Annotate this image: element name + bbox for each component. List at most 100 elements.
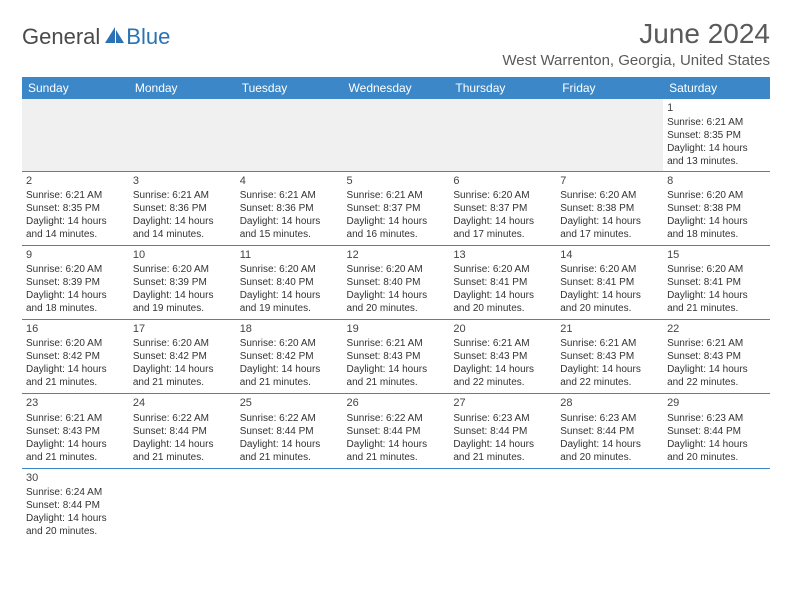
sunrise-line: Sunrise: 6:20 AM: [347, 263, 446, 276]
empty-cell: [129, 468, 236, 542]
day-number: 13: [453, 248, 552, 262]
sunset-line: Sunset: 8:44 PM: [133, 425, 232, 438]
day-number: 25: [240, 396, 339, 410]
day-cell: 27Sunrise: 6:23 AMSunset: 8:44 PMDayligh…: [449, 394, 556, 468]
sunset-line: Sunset: 8:44 PM: [560, 425, 659, 438]
day-number: 29: [667, 396, 766, 410]
daylight-line: Daylight: 14 hours and 13 minutes.: [667, 142, 766, 168]
day-cell: 15Sunrise: 6:20 AMSunset: 8:41 PMDayligh…: [663, 245, 770, 319]
daylight-line: Daylight: 14 hours and 21 minutes.: [26, 363, 125, 389]
day-number: 26: [347, 396, 446, 410]
calendar-row: 1Sunrise: 6:21 AMSunset: 8:35 PMDaylight…: [22, 99, 770, 171]
empty-cell: [449, 468, 556, 542]
day-cell: 22Sunrise: 6:21 AMSunset: 8:43 PMDayligh…: [663, 320, 770, 394]
sunrise-line: Sunrise: 6:21 AM: [560, 337, 659, 350]
day-cell: 1Sunrise: 6:21 AMSunset: 8:35 PMDaylight…: [663, 99, 770, 171]
daylight-line: Daylight: 14 hours and 21 minutes.: [667, 289, 766, 315]
day-number: 20: [453, 322, 552, 336]
logo-text-general: General: [22, 24, 100, 50]
empty-cell: [663, 468, 770, 542]
day-number: 7: [560, 174, 659, 188]
day-cell: 2Sunrise: 6:21 AMSunset: 8:35 PMDaylight…: [22, 171, 129, 245]
sunrise-line: Sunrise: 6:23 AM: [453, 412, 552, 425]
weekday-header: Monday: [129, 77, 236, 99]
daylight-line: Daylight: 14 hours and 15 minutes.: [240, 215, 339, 241]
day-number: 15: [667, 248, 766, 262]
sunrise-line: Sunrise: 6:20 AM: [453, 189, 552, 202]
day-cell: 25Sunrise: 6:22 AMSunset: 8:44 PMDayligh…: [236, 394, 343, 468]
sunrise-line: Sunrise: 6:20 AM: [26, 263, 125, 276]
calendar-row: 23Sunrise: 6:21 AMSunset: 8:43 PMDayligh…: [22, 394, 770, 468]
empty-cell: [556, 99, 663, 171]
sunrise-line: Sunrise: 6:21 AM: [667, 337, 766, 350]
daylight-line: Daylight: 14 hours and 21 minutes.: [26, 438, 125, 464]
day-cell: 12Sunrise: 6:20 AMSunset: 8:40 PMDayligh…: [343, 245, 450, 319]
sunset-line: Sunset: 8:40 PM: [240, 276, 339, 289]
sunset-line: Sunset: 8:40 PM: [347, 276, 446, 289]
daylight-line: Daylight: 14 hours and 22 minutes.: [560, 363, 659, 389]
sunrise-line: Sunrise: 6:20 AM: [667, 263, 766, 276]
day-cell: 16Sunrise: 6:20 AMSunset: 8:42 PMDayligh…: [22, 320, 129, 394]
sunset-line: Sunset: 8:43 PM: [26, 425, 125, 438]
sunset-line: Sunset: 8:43 PM: [560, 350, 659, 363]
sunset-line: Sunset: 8:44 PM: [347, 425, 446, 438]
day-cell: 4Sunrise: 6:21 AMSunset: 8:36 PMDaylight…: [236, 171, 343, 245]
day-number: 8: [667, 174, 766, 188]
day-number: 12: [347, 248, 446, 262]
daylight-line: Daylight: 14 hours and 14 minutes.: [26, 215, 125, 241]
sunrise-line: Sunrise: 6:21 AM: [240, 189, 339, 202]
day-number: 11: [240, 248, 339, 262]
day-number: 24: [133, 396, 232, 410]
day-cell: 14Sunrise: 6:20 AMSunset: 8:41 PMDayligh…: [556, 245, 663, 319]
sunrise-line: Sunrise: 6:22 AM: [347, 412, 446, 425]
calendar-body: 1Sunrise: 6:21 AMSunset: 8:35 PMDaylight…: [22, 99, 770, 542]
daylight-line: Daylight: 14 hours and 21 minutes.: [240, 363, 339, 389]
daylight-line: Daylight: 14 hours and 20 minutes.: [347, 289, 446, 315]
day-cell: 20Sunrise: 6:21 AMSunset: 8:43 PMDayligh…: [449, 320, 556, 394]
sunrise-line: Sunrise: 6:20 AM: [133, 263, 232, 276]
day-cell: 30Sunrise: 6:24 AMSunset: 8:44 PMDayligh…: [22, 468, 129, 542]
weekday-header: Tuesday: [236, 77, 343, 99]
day-number: 2: [26, 174, 125, 188]
sunset-line: Sunset: 8:39 PM: [26, 276, 125, 289]
logo-sail-icon: [104, 26, 126, 49]
daylight-line: Daylight: 14 hours and 21 minutes.: [240, 438, 339, 464]
day-number: 14: [560, 248, 659, 262]
day-cell: 18Sunrise: 6:20 AMSunset: 8:42 PMDayligh…: [236, 320, 343, 394]
weekday-header: Saturday: [663, 77, 770, 99]
weekday-header: Wednesday: [343, 77, 450, 99]
day-cell: 23Sunrise: 6:21 AMSunset: 8:43 PMDayligh…: [22, 394, 129, 468]
month-title: June 2024: [502, 18, 770, 50]
daylight-line: Daylight: 14 hours and 19 minutes.: [240, 289, 339, 315]
day-number: 5: [347, 174, 446, 188]
sunset-line: Sunset: 8:43 PM: [347, 350, 446, 363]
sunset-line: Sunset: 8:44 PM: [26, 499, 125, 512]
sunset-line: Sunset: 8:41 PM: [667, 276, 766, 289]
day-cell: 3Sunrise: 6:21 AMSunset: 8:36 PMDaylight…: [129, 171, 236, 245]
day-number: 30: [26, 471, 125, 485]
sunrise-line: Sunrise: 6:20 AM: [133, 337, 232, 350]
empty-cell: [343, 468, 450, 542]
sunset-line: Sunset: 8:38 PM: [560, 202, 659, 215]
empty-cell: [449, 99, 556, 171]
daylight-line: Daylight: 14 hours and 20 minutes.: [667, 438, 766, 464]
sunset-line: Sunset: 8:42 PM: [133, 350, 232, 363]
header: General Blue June 2024 West Warrenton, G…: [22, 18, 770, 69]
day-number: 6: [453, 174, 552, 188]
logo: General Blue: [22, 24, 170, 50]
sunrise-line: Sunrise: 6:20 AM: [560, 263, 659, 276]
daylight-line: Daylight: 14 hours and 14 minutes.: [133, 215, 232, 241]
logo-text-blue: Blue: [126, 24, 170, 50]
sunset-line: Sunset: 8:37 PM: [347, 202, 446, 215]
daylight-line: Daylight: 14 hours and 17 minutes.: [560, 215, 659, 241]
sunset-line: Sunset: 8:36 PM: [240, 202, 339, 215]
sunset-line: Sunset: 8:43 PM: [453, 350, 552, 363]
day-cell: 29Sunrise: 6:23 AMSunset: 8:44 PMDayligh…: [663, 394, 770, 468]
sunset-line: Sunset: 8:41 PM: [560, 276, 659, 289]
title-block: June 2024 West Warrenton, Georgia, Unite…: [502, 18, 770, 69]
day-cell: 13Sunrise: 6:20 AMSunset: 8:41 PMDayligh…: [449, 245, 556, 319]
sunrise-line: Sunrise: 6:20 AM: [240, 337, 339, 350]
sunrise-line: Sunrise: 6:20 AM: [453, 263, 552, 276]
daylight-line: Daylight: 14 hours and 20 minutes.: [26, 512, 125, 538]
daylight-line: Daylight: 14 hours and 17 minutes.: [453, 215, 552, 241]
